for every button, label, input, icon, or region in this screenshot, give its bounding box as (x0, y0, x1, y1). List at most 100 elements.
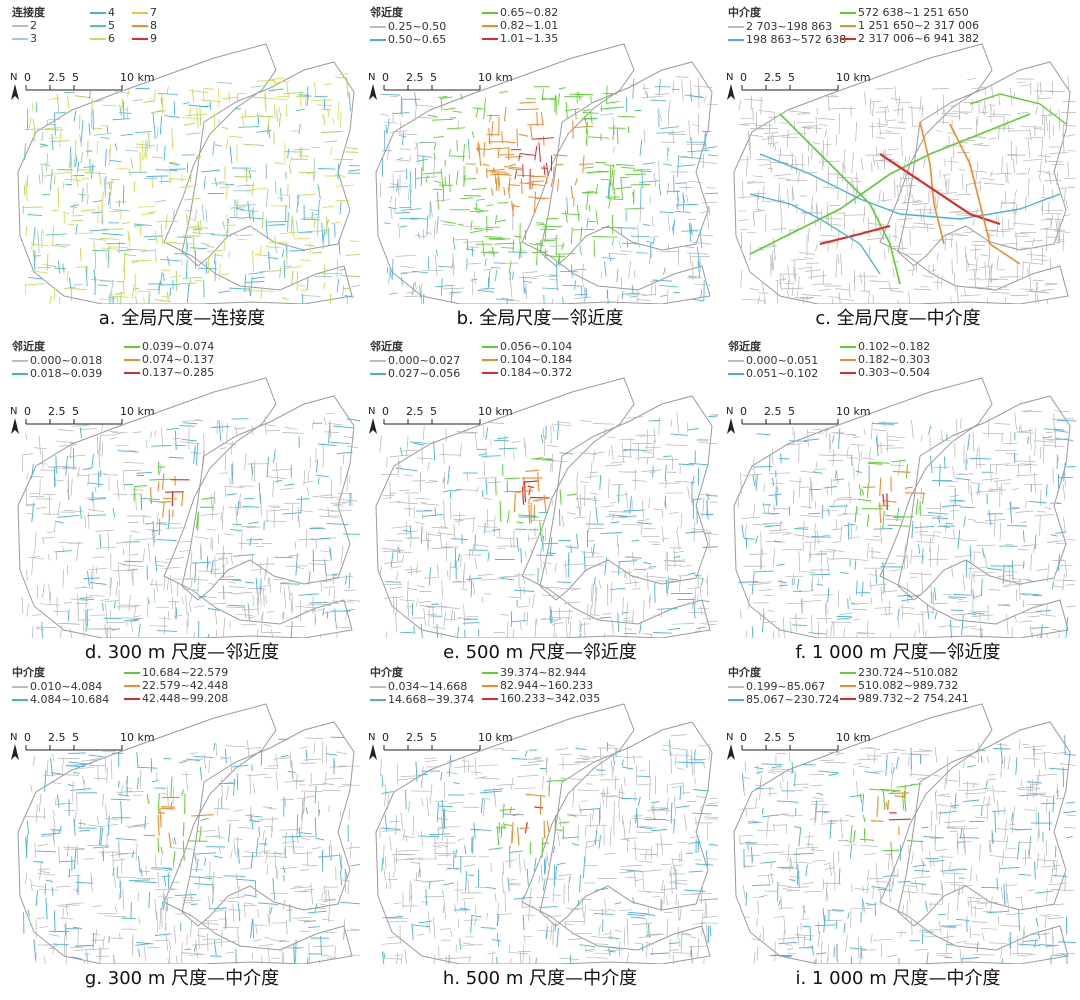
road-segment (1044, 444, 1064, 447)
road-segment (769, 529, 788, 532)
legend-label: 0.184~0.372 (500, 366, 573, 379)
road-segment (496, 219, 506, 223)
road-segment (25, 283, 45, 286)
legend-label: 4.084~10.684 (30, 693, 110, 706)
road-segment (1049, 152, 1068, 154)
road-segment (437, 844, 449, 847)
road-segment (273, 449, 276, 463)
road-segment (698, 493, 711, 496)
road-segment (1041, 200, 1044, 211)
road-segment (796, 291, 799, 299)
road-segment (1045, 217, 1065, 221)
road-segment (197, 935, 206, 938)
road-segment (436, 249, 438, 257)
road-segment (934, 196, 937, 210)
road-segment (167, 872, 170, 889)
road-segment (578, 804, 582, 815)
road-segment (599, 792, 610, 795)
road-segment (787, 188, 790, 209)
road-segment (32, 755, 36, 766)
road-segment (23, 184, 26, 196)
road-segment (270, 827, 274, 838)
road-segment (457, 553, 461, 562)
road-segment (184, 948, 191, 951)
road-segment (517, 774, 539, 778)
road-segment (115, 580, 119, 597)
road-segment (952, 140, 955, 158)
road-segment (226, 785, 229, 801)
road-segment (39, 143, 48, 146)
road-segment (385, 540, 403, 542)
road-segment (174, 894, 197, 897)
road-segment (1045, 160, 1063, 163)
legend-item: 0.051~0.102 (728, 367, 818, 380)
road-segment (290, 156, 293, 164)
road-segment (848, 481, 851, 504)
road-segment (77, 467, 80, 478)
road-segment (507, 186, 511, 199)
road-segment (631, 284, 634, 294)
road-segment (441, 278, 443, 296)
road-segment (411, 282, 415, 295)
road-segment (396, 501, 419, 505)
road-segment (318, 854, 339, 858)
road-segment (423, 880, 440, 883)
road-segment (40, 603, 60, 606)
road-segment (443, 489, 453, 493)
road-segment (534, 145, 538, 161)
road-segment (752, 503, 756, 519)
road-segment (967, 77, 977, 81)
road-segment (113, 954, 115, 964)
road-segment (980, 177, 995, 181)
road-segment (155, 579, 158, 592)
road-segment (583, 283, 586, 300)
road-segment (643, 84, 647, 95)
road-segment (295, 220, 299, 232)
artery (749, 193, 881, 275)
road-segment (418, 868, 421, 878)
road-segment (496, 902, 499, 920)
road-segment (870, 597, 873, 605)
road-segment (625, 876, 635, 878)
road-segment (835, 288, 850, 291)
road-segment (323, 282, 326, 290)
road-segment (333, 158, 354, 161)
road-segment (88, 594, 105, 597)
legend-label: 0.137~0.285 (142, 366, 215, 379)
road-segment (33, 249, 36, 271)
road-segment (864, 91, 867, 106)
road-segment (838, 298, 855, 301)
road-segment (740, 270, 742, 288)
road-segment (896, 555, 908, 557)
road-segment (975, 256, 978, 277)
road-segment (53, 113, 56, 136)
road-segment (961, 625, 977, 629)
road-segment (954, 232, 962, 236)
road-segment (177, 236, 192, 238)
road-segment (201, 513, 219, 516)
road-segment (642, 449, 653, 452)
road-segment (95, 546, 117, 549)
road-segment (327, 108, 330, 118)
road-segment (121, 564, 144, 567)
road-segment (512, 813, 520, 817)
road-segment (958, 168, 966, 172)
road-segment (818, 288, 831, 292)
road-segment (904, 195, 907, 203)
road-segment (200, 242, 210, 246)
road-segment (517, 605, 531, 608)
road-segment (697, 626, 706, 630)
road-segment (179, 185, 194, 189)
road-segment (697, 246, 700, 267)
road-segment (38, 793, 42, 812)
road-segment (465, 177, 476, 180)
road-segment (197, 830, 216, 832)
road-segment (166, 427, 179, 431)
road-segment (493, 516, 496, 537)
map-panel-c: 中介度 2 703~198 863 198 863~572 638 572 638~1… (720, 4, 1076, 334)
road-segment (468, 955, 471, 963)
road-segment (331, 221, 341, 225)
road-segment (801, 570, 816, 574)
scale-tick-label: 0 (382, 405, 389, 418)
road-segment (527, 123, 544, 126)
